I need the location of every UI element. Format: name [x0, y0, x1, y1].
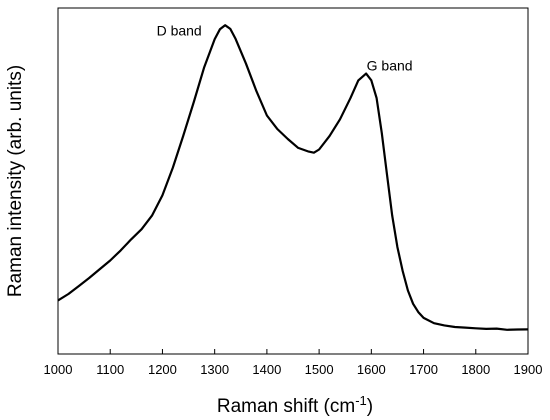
- x-tick-label: 1500: [305, 362, 334, 377]
- x-tick-label: 1300: [200, 362, 229, 377]
- x-axis-title-superscript: -1: [355, 393, 367, 408]
- x-tick-label: 1100: [96, 362, 124, 377]
- d-band-annotation: D band: [157, 23, 202, 39]
- x-axis-title-suffix: ): [367, 396, 373, 417]
- x-axis-title-main: Raman shift (cm: [217, 396, 355, 417]
- x-tick-label: 1700: [409, 362, 438, 377]
- x-tick-label: 1200: [148, 362, 177, 377]
- x-tick-label: 1400: [252, 362, 281, 377]
- y-axis-title: Raman intensity (arb. units): [5, 65, 26, 297]
- spectrum-line: [57, 24, 529, 331]
- x-axis-title: Raman shift (cm-1): [217, 393, 373, 417]
- x-tick-label: 1600: [357, 362, 386, 377]
- x-tick-label: 1900: [514, 362, 543, 377]
- plot-frame: [57, 7, 529, 355]
- x-tick-label: 1800: [461, 362, 490, 377]
- x-axis-ticks: [57, 349, 529, 354]
- g-band-annotation: G band: [367, 57, 413, 73]
- x-tick-label: 1000: [44, 362, 73, 377]
- x-axis-tick-labels: 1000 1100 1200 1300 1400 1500 1600 1700 1800 1900: [44, 362, 543, 377]
